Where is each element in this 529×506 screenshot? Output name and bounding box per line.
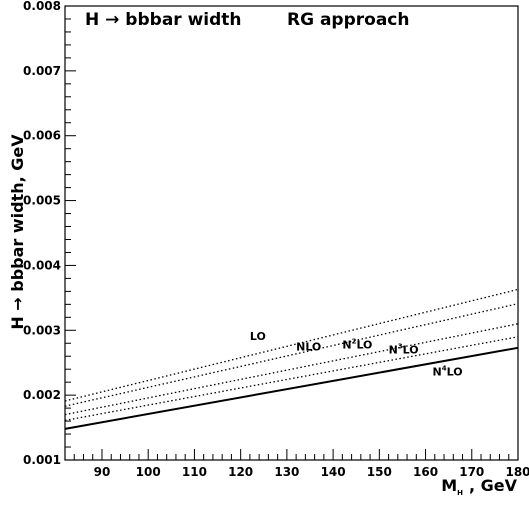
y-tick-label: 0.001 <box>23 453 61 467</box>
series-label-n4lo: N4LO <box>432 365 462 379</box>
plot-frame <box>64 5 519 461</box>
series-label-main: LO <box>250 330 266 343</box>
y-tick-label: 0.005 <box>23 194 61 208</box>
y-tick-label: 0.008 <box>23 0 61 13</box>
series-line-n4lo <box>64 346 519 430</box>
y-tick-label: 0.006 <box>23 129 61 143</box>
series-label-superscript: 3 <box>398 343 403 351</box>
x-tick-label: 100 <box>136 465 161 479</box>
x-axis-title-main: M <box>441 476 457 495</box>
series-label-lo: LO <box>250 330 266 343</box>
x-tick-label: 130 <box>274 465 299 479</box>
chart-title: H → bbbar width <box>85 10 242 30</box>
series-label-main: N <box>389 344 398 357</box>
x-tick-label: 120 <box>228 465 253 479</box>
y-tick-label: 0.002 <box>23 388 61 402</box>
x-tick-label: 140 <box>321 465 346 479</box>
x-tick-label: 110 <box>182 465 207 479</box>
x-tick-label: 180 <box>505 465 529 479</box>
series-label-superscript: 4 <box>442 365 447 373</box>
x-tick-label: 160 <box>413 465 438 479</box>
x-axis-title: MH , GeV <box>441 476 517 497</box>
series-label-main: N <box>432 366 441 379</box>
series-line-n2lo <box>64 323 519 416</box>
series-label-tail: LO <box>447 366 463 379</box>
series-layer <box>64 288 519 430</box>
series-label-main: N <box>342 338 351 351</box>
y-tick-label: 0.007 <box>23 64 61 78</box>
series-label-main: NLO <box>296 340 321 353</box>
series-label-tail: LO <box>403 344 419 357</box>
y-tick-label: 0.003 <box>23 323 61 337</box>
series-line-nlo <box>64 303 519 407</box>
chart-subtitle: RG approach <box>287 10 410 30</box>
series-label-nlo: NLO <box>296 340 321 353</box>
series-label-tail: LO <box>356 338 372 351</box>
x-tick-label: 90 <box>94 465 111 479</box>
series-line-lo <box>64 288 519 402</box>
x-tick-label: 170 <box>459 465 484 479</box>
x-axis-title-subscript: H <box>457 489 463 497</box>
series-label-n3lo: N3LO <box>389 343 419 357</box>
series-line-n3lo <box>64 336 519 422</box>
y-tick-label: 0.004 <box>23 258 61 272</box>
series-label-superscript: 2 <box>352 337 357 345</box>
x-axis-title-rest: , GeV <box>469 476 518 495</box>
axis-ticks: 90 100 110 120 130 140 150 160 170 180 0.001 0.002 0… <box>23 0 529 479</box>
y-axis-title: H → bbbar width, GeV <box>8 134 27 330</box>
x-tick-label: 150 <box>367 465 392 479</box>
series-label-n2lo: N2LO <box>342 337 372 351</box>
